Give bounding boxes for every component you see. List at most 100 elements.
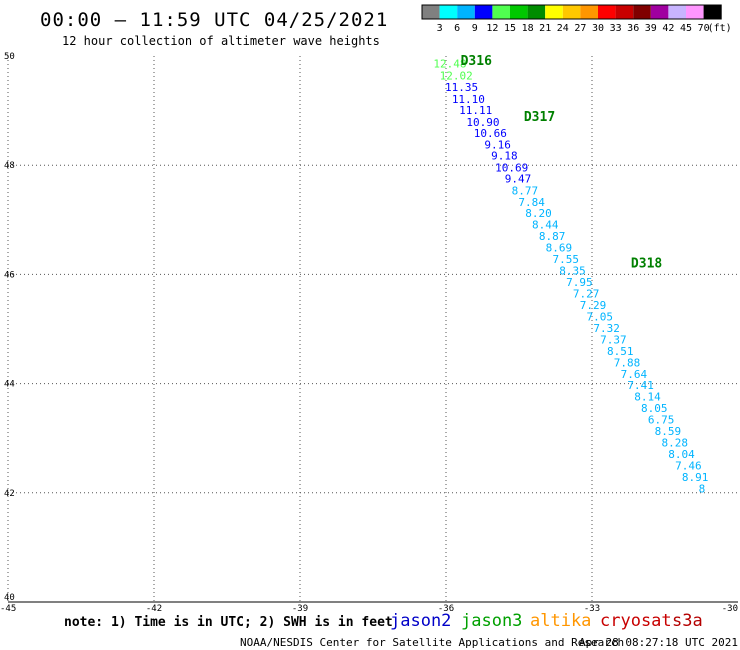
wave-height-value: 7.37 — [600, 333, 627, 346]
wave-height-value: 8.28 — [661, 437, 688, 450]
wave-height-value: 7.05 — [587, 310, 614, 323]
colorbar-swatch — [474, 5, 493, 19]
colorbar-label: 36 — [627, 23, 639, 34]
colorbar-label: 18 — [522, 23, 534, 34]
satellite-legend-altika: altika — [530, 611, 591, 631]
wave-height-value: 8.44 — [532, 219, 559, 232]
satellite-legend-s3a: s3a — [672, 611, 703, 631]
wave-height-value: 7.64 — [621, 368, 648, 381]
x-tick-label: -45 — [0, 604, 16, 614]
x-tick-label: -33 — [584, 604, 600, 614]
wave-height-value: 8.51 — [607, 345, 634, 358]
wave-height-value: 7.27 — [573, 288, 600, 301]
wave-height-value: 11.11 — [459, 104, 492, 117]
colorbar-label: 15 — [504, 23, 516, 34]
satellite-legend: jason2 jason3 altika cryosat s3a — [390, 611, 703, 631]
chart-title: 00:00 – 11:59 UTC 04/25/2021 — [40, 9, 388, 31]
wave-height-value: 8.59 — [655, 425, 682, 438]
wave-height-value: 7.46 — [675, 460, 702, 473]
colorbar-label: 30 — [592, 23, 604, 34]
colorbar-frame — [421, 4, 722, 20]
wave-height-value: 8 — [699, 482, 706, 495]
colorbar-swatch — [422, 5, 440, 19]
y-tick-label: 48 — [4, 161, 15, 171]
plot-grid — [7, 56, 738, 603]
colorbar-label: 21 — [539, 23, 551, 34]
x-tick-label: -30 — [722, 604, 738, 614]
wave-height-value: 9.16 — [484, 138, 511, 151]
colorbar-label: 3 — [437, 23, 443, 34]
colorbar-label: 24 — [557, 23, 569, 34]
footer-timestamp: Apr 28 08:27:18 UTC 2021 — [579, 636, 738, 649]
colorbar-swatch — [439, 5, 458, 19]
wave-height-value: 6.75 — [648, 414, 675, 427]
wave-height-value: 9.18 — [491, 149, 518, 162]
y-tick-label: 44 — [4, 380, 15, 390]
colorbar-swatch — [703, 5, 722, 19]
wave-height-value: 7.29 — [580, 299, 607, 312]
wave-height-value: 8.05 — [641, 402, 668, 415]
colorbar-label: 33 — [610, 23, 622, 34]
pass-label: D317 — [524, 110, 555, 125]
wave-height-value: 8.77 — [512, 184, 539, 197]
x-tick-label: -36 — [438, 604, 454, 614]
wave-height-value: 8.69 — [546, 242, 573, 255]
wave-height-value: 7.95 — [566, 276, 593, 289]
colorbar-label: 39 — [645, 23, 657, 34]
wave-height-value: 9.47 — [505, 172, 532, 185]
wave-height-value: 11.35 — [445, 81, 478, 94]
wave-height-value: 12.48 — [433, 58, 466, 71]
wave-height-value: 10.66 — [474, 127, 507, 140]
chart-subtitle: 12 hour collection of altimeter wave hei… — [62, 34, 380, 48]
wave-height-value: 12.02 — [440, 70, 473, 83]
note-text: note: 1) Time is in UTC; 2) SWH is in fe… — [64, 615, 393, 630]
wave-height-value: 7.41 — [627, 379, 654, 392]
wave-height-value: 8.04 — [668, 448, 695, 461]
pass-label: D318 — [631, 256, 662, 271]
colorbar-swatch — [633, 5, 651, 19]
colorbar-swatch — [545, 5, 563, 19]
colorbar-swatch — [668, 5, 686, 19]
x-tick-label: -39 — [292, 604, 308, 614]
y-tick-label: 50 — [4, 52, 15, 62]
colorbar-label: 27 — [574, 23, 586, 34]
footer-source: NOAA/NESDIS Center for Satellite Applica… — [240, 636, 624, 649]
wave-height-value: 8.87 — [539, 230, 566, 243]
colorbar-label: 12 — [486, 23, 498, 34]
colorbar-swatch — [562, 5, 581, 19]
wave-height-points: 12.4812.0211.3511.1011.1110.9010.669.169… — [433, 58, 708, 496]
colorbar-swatch — [492, 5, 510, 19]
wave-height-value: 8.91 — [682, 471, 709, 484]
wave-height-value: 7.88 — [614, 356, 641, 369]
colorbar-swatch — [580, 5, 598, 19]
colorbar-swatch — [615, 5, 634, 19]
wave-height-value: 10.69 — [495, 161, 528, 174]
wave-height-value: 7.55 — [552, 253, 579, 266]
colorbar-swatch — [598, 5, 616, 19]
wave-height-value: 7.84 — [518, 196, 545, 209]
colorbar-label: 42 — [662, 23, 674, 34]
wave-height-value: 8.14 — [634, 391, 661, 404]
satellite-legend-jason3: jason3 — [461, 611, 522, 631]
colorbar-swatch — [686, 5, 704, 19]
y-tick-label: 42 — [4, 489, 15, 499]
satellite-legend-cryosat: cryosat — [600, 611, 672, 631]
colorbar-swatch — [510, 5, 528, 19]
colorbar-swatch — [527, 5, 546, 19]
colorbar-label: 6 — [454, 23, 460, 34]
colorbar-label: 9 — [472, 23, 478, 34]
wave-height-value: 8.20 — [525, 207, 552, 220]
colorbar-label: 45 — [680, 23, 692, 34]
colorbar-unit: (ft) — [708, 23, 732, 34]
x-tick-label: -42 — [146, 604, 162, 614]
axis-ticks: -45 -42 -39 -36 -33 -30 42 44 46 48 50 40 — [0, 52, 738, 614]
colorbar-swatch — [457, 5, 475, 19]
wave-height-value: 10.90 — [466, 116, 499, 129]
pass-labels: D316 D317 D318 — [461, 54, 663, 272]
colorbar-label: 70 — [698, 23, 710, 34]
y-tick-label: 46 — [4, 270, 15, 280]
satellite-legend-jason2: jason2 — [390, 611, 451, 631]
colorbar-swatch — [650, 5, 669, 19]
pass-label: D316 — [461, 54, 492, 69]
